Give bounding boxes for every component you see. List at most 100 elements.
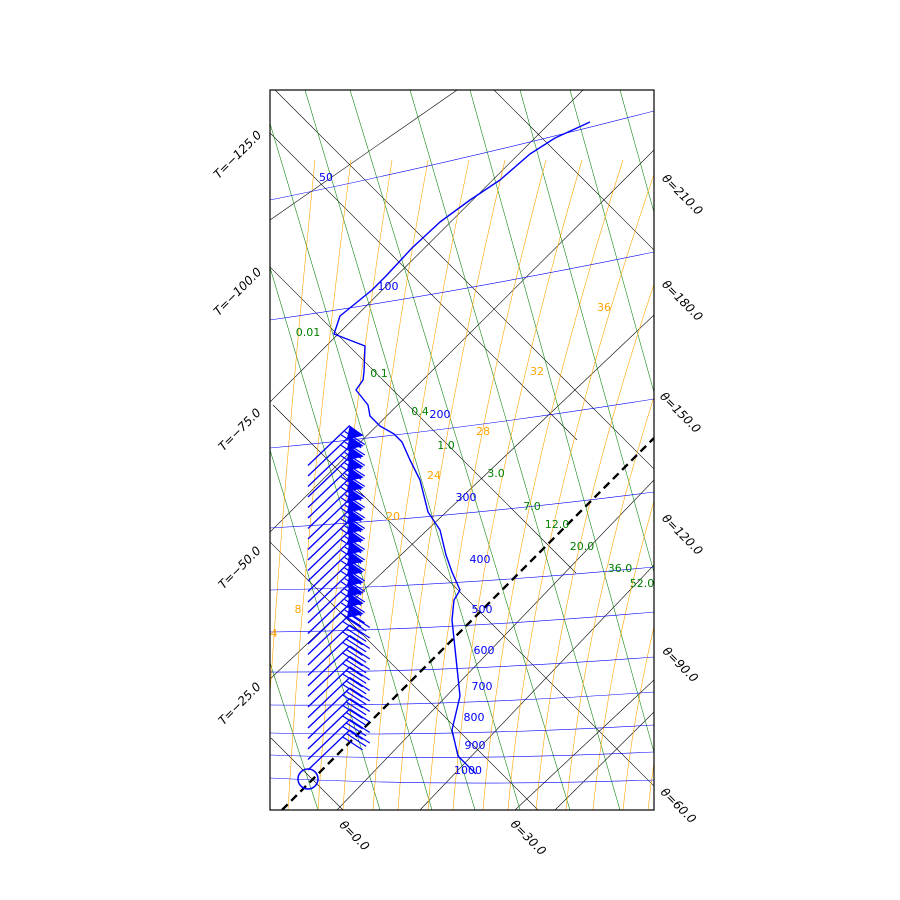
barb-feather <box>344 535 366 550</box>
dry-adiabat-1 <box>270 90 584 403</box>
theta-axis-label: θ=150.0 <box>657 389 704 436</box>
isobar-5 <box>270 611 654 633</box>
theta-axis-label: θ=60.0 <box>658 785 699 826</box>
wind-barb <box>307 718 371 760</box>
barb-staff <box>307 498 351 540</box>
wet-adiabat-label: 4 <box>271 627 278 640</box>
barb-feather <box>340 560 362 575</box>
mixing-ratio-label: 7.0 <box>523 500 541 513</box>
barb-feather <box>340 570 362 585</box>
mixing-ratio-label: 1.0 <box>437 439 455 452</box>
barb-feather <box>340 434 362 449</box>
isotherm-lines <box>270 90 654 810</box>
barb-feather <box>349 624 371 639</box>
mixing-ratio-5 <box>304 90 521 810</box>
isobar-label: 500 <box>472 603 493 616</box>
wind-barb <box>307 613 371 655</box>
barb-feather <box>340 602 362 617</box>
theta-axis-label: θ=90.0 <box>660 644 701 685</box>
barb-feather <box>344 472 366 487</box>
temperature-line <box>333 121 591 775</box>
barb-feather <box>340 497 362 512</box>
barb-feather <box>349 697 371 712</box>
wet-adiabat-0 <box>270 159 316 699</box>
barb-feather <box>340 476 362 491</box>
wet-adiabat-4 <box>372 159 470 810</box>
mixing-ratio-label: 3.0 <box>487 467 505 480</box>
mixing-ratio-6 <box>349 90 571 810</box>
barb-feather <box>340 539 362 554</box>
wet-adiabat-3 <box>342 159 429 810</box>
dry-adiabat-4 <box>336 479 654 810</box>
barb-feather <box>344 609 366 624</box>
barb-staff <box>307 666 351 708</box>
barb-feather <box>340 581 362 596</box>
barb-feather <box>340 465 362 480</box>
barb-feather <box>349 708 371 723</box>
barb-staff <box>307 477 351 519</box>
isobar-label: 300 <box>456 491 477 504</box>
barb-pennant <box>346 425 364 440</box>
barb-feather <box>342 736 363 751</box>
wet-adiabat-11 <box>565 395 654 810</box>
barb-feather <box>342 683 363 698</box>
parcel-path <box>281 437 654 810</box>
isobar-4 <box>270 566 654 591</box>
barb-feather <box>345 680 367 695</box>
mixing-ratio-12 <box>680 90 880 810</box>
barb-feather <box>340 591 362 606</box>
barb-staff <box>307 687 351 729</box>
wet-adiabat-label: 28 <box>476 425 490 438</box>
isotherm-axis-label: T=−100.0 <box>211 265 265 319</box>
parcel-line <box>281 437 654 810</box>
barb-staff <box>307 593 351 634</box>
isotherm-axis-label: T=−25.0 <box>216 679 264 727</box>
isobar-label: 200 <box>430 408 451 421</box>
barb-feather <box>349 613 371 628</box>
barb-feather <box>340 518 362 533</box>
wind-barb <box>307 655 371 697</box>
wind-barb <box>307 708 371 750</box>
dry-adiabat-7 <box>554 711 654 810</box>
wind-barb <box>307 666 371 708</box>
mixing-ratio-1 <box>270 662 319 810</box>
barb-feather <box>345 659 367 674</box>
barb-feather <box>344 567 366 582</box>
barb-staff <box>307 708 351 750</box>
barb-feather <box>344 556 366 571</box>
isotherm-axis-label: T=−125.0 <box>211 128 265 182</box>
mixing-ratio-label: 52.0 <box>630 577 655 590</box>
wet-adiabat-12 <box>592 500 654 810</box>
isobar-3 <box>270 491 654 529</box>
wet-adiabat-6 <box>427 159 547 810</box>
barb-feather <box>349 655 371 670</box>
isobar-label: 700 <box>472 680 493 693</box>
isotherm-2 <box>270 266 577 574</box>
barb-staff <box>307 572 351 613</box>
mixing-ratio-10 <box>569 90 654 394</box>
mixing-ratio-lines <box>270 90 880 810</box>
isobar-7 <box>270 691 654 706</box>
barb-feather <box>345 669 367 684</box>
theta-axis-label: θ=0.0 <box>337 818 373 854</box>
wind-barbs <box>307 425 371 771</box>
barb-feather <box>340 612 362 627</box>
barb-feather <box>344 451 366 466</box>
barb-staff <box>307 446 351 487</box>
isobar-0 <box>270 110 654 201</box>
wind-barb <box>307 634 371 676</box>
barb-feather <box>340 444 362 459</box>
barb-staff <box>307 614 351 655</box>
theta-axis-label: θ=210.0 <box>659 171 706 218</box>
barb-staff <box>307 677 351 718</box>
barb-feather <box>344 504 366 519</box>
barb-feather <box>342 652 363 667</box>
barb-feather <box>345 627 367 642</box>
wet-adiabat-7 <box>452 159 583 810</box>
theta-axis-label: θ=30.0 <box>508 817 549 858</box>
mixing-ratio-label: 0.01 <box>296 326 321 339</box>
barb-staff <box>307 425 351 466</box>
barb-feather <box>349 666 371 681</box>
isotherm-3 <box>272 404 654 787</box>
